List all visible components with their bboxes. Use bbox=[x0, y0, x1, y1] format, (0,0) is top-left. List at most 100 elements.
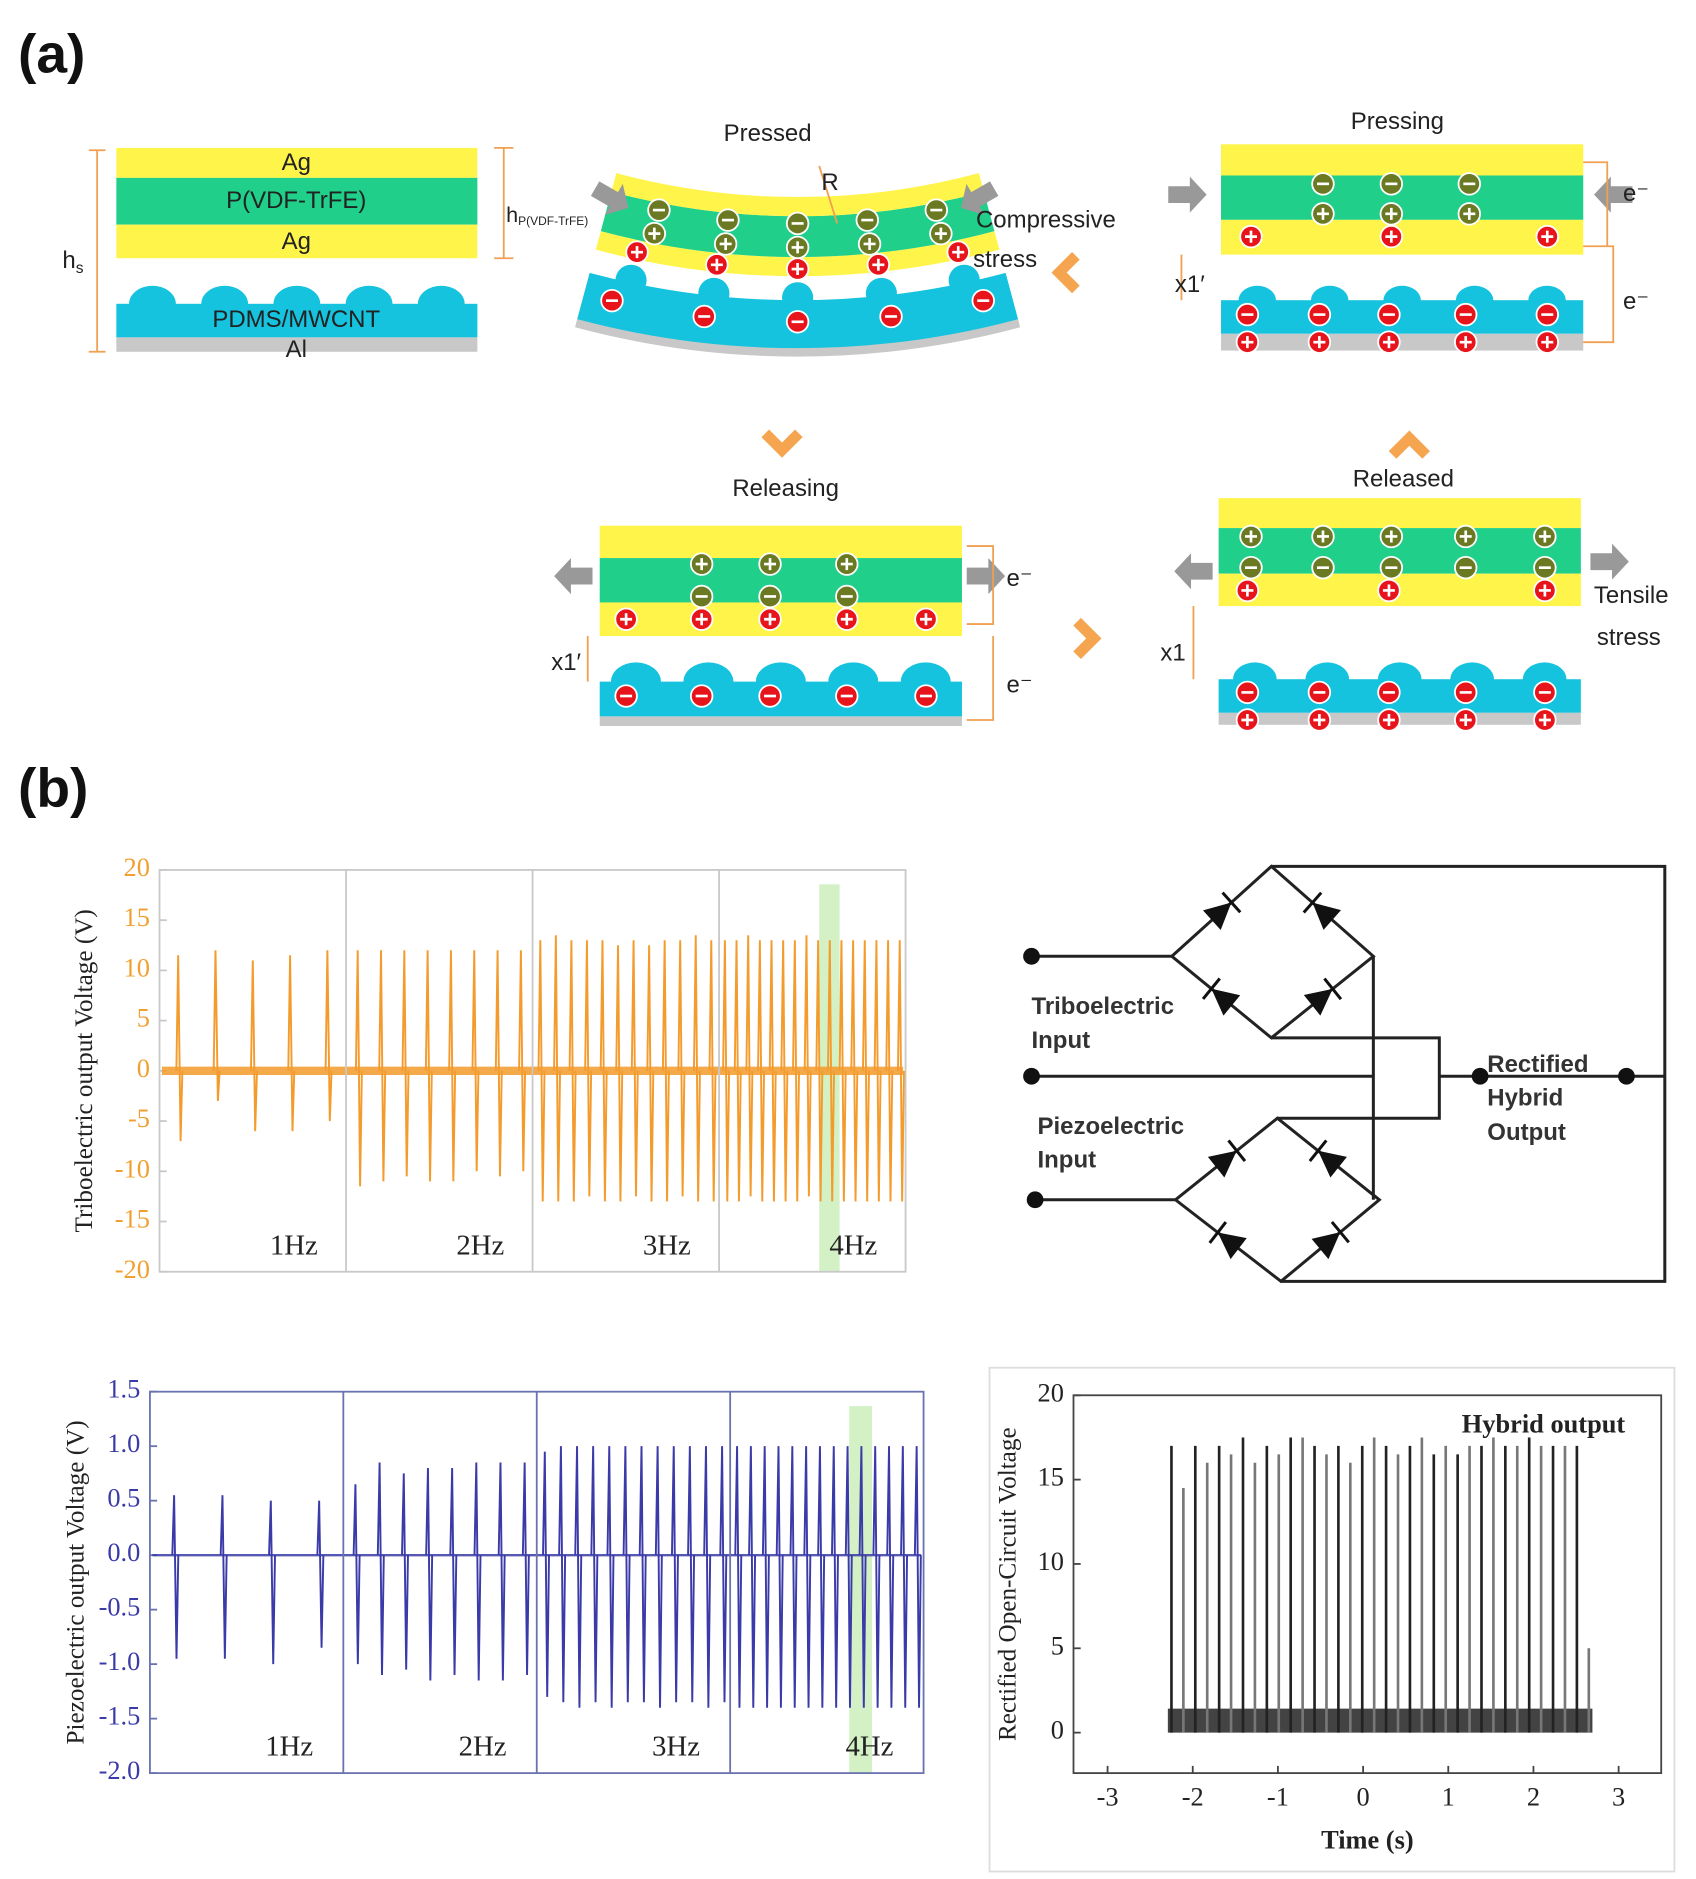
highlight bbox=[819, 884, 840, 1272]
charge-sign bbox=[1241, 584, 1254, 597]
y-tick-label: 20 bbox=[1038, 1377, 1064, 1407]
height-label: hs bbox=[62, 247, 83, 277]
charge-sign bbox=[1541, 336, 1554, 349]
al-layer bbox=[575, 318, 1021, 357]
voltage-spike bbox=[654, 1446, 663, 1708]
voltage-spike bbox=[521, 1462, 530, 1676]
diodes bbox=[1201, 891, 1350, 1260]
x-axis-label: Time (s) bbox=[1321, 1825, 1414, 1855]
voltage-spike bbox=[287, 955, 296, 1132]
electron-label: e⁻ bbox=[1623, 288, 1649, 315]
voltage-spike bbox=[171, 1495, 180, 1659]
voltage-spike bbox=[599, 940, 608, 1202]
voltage-spike bbox=[553, 935, 562, 1202]
force-arrow bbox=[1168, 176, 1207, 213]
ag-layer bbox=[611, 173, 984, 217]
bump bbox=[615, 264, 647, 296]
force-arrow bbox=[1590, 543, 1629, 580]
charge-sign bbox=[1245, 530, 1258, 543]
charge-sign bbox=[863, 237, 876, 250]
charge-sign bbox=[710, 258, 723, 271]
diode bbox=[1303, 988, 1333, 1016]
stress-label: stress bbox=[1597, 624, 1661, 651]
voltage-spike bbox=[542, 1451, 550, 1697]
highlight bbox=[849, 1406, 872, 1774]
voltage-spike bbox=[449, 1467, 458, 1676]
voltage-spike bbox=[677, 940, 686, 1197]
charge-sign bbox=[695, 613, 708, 626]
voltage-spike bbox=[250, 960, 258, 1132]
voltage-spike bbox=[733, 940, 742, 1202]
charge-sign bbox=[1245, 230, 1258, 243]
mechanism-diagram bbox=[88, 144, 1633, 732]
electron-label: e⁻ bbox=[1007, 672, 1033, 699]
voltage-spike bbox=[896, 940, 905, 1202]
annotation: Hybrid output bbox=[1462, 1409, 1626, 1439]
circuit-label: Input bbox=[1032, 1027, 1091, 1054]
force-arrow bbox=[966, 558, 1006, 595]
force-arrow bbox=[1594, 176, 1633, 213]
charge-sign bbox=[1463, 207, 1476, 220]
stage-title: Pressing bbox=[1351, 108, 1444, 135]
height-sub: s bbox=[76, 260, 84, 277]
voltage-spike bbox=[792, 940, 800, 1202]
voltage-spike bbox=[497, 1462, 506, 1681]
y-axis-label: Piezoelectric output Voltage (V) bbox=[63, 1420, 90, 1744]
layer-label: Ag bbox=[282, 149, 311, 176]
charge-sign bbox=[1385, 230, 1398, 243]
circuit-label: Input bbox=[1038, 1147, 1097, 1174]
x-tick-label: 3 bbox=[1612, 1782, 1625, 1812]
charge-sign bbox=[1382, 584, 1395, 597]
force-arrow bbox=[590, 181, 629, 216]
diode bbox=[1311, 1232, 1341, 1260]
charge-sign bbox=[1316, 207, 1329, 220]
y-tick-label: 1.5 bbox=[107, 1374, 140, 1404]
circuit bbox=[1023, 864, 1667, 1284]
diode-bar bbox=[1323, 977, 1343, 1001]
plot-frame bbox=[1072, 1394, 1663, 1775]
al-layer bbox=[599, 716, 962, 727]
charge-sign bbox=[695, 558, 708, 571]
y-axis-label: Rectified Open-Circuit Voltage bbox=[995, 1427, 1022, 1741]
voltage-spike bbox=[425, 1467, 434, 1681]
wire bbox=[1031, 864, 1667, 1283]
voltage-spike bbox=[670, 1446, 679, 1703]
voltage-spike bbox=[827, 940, 835, 1202]
gap-label: x1′ bbox=[551, 649, 581, 676]
voltage-spike bbox=[471, 950, 480, 1172]
voltage-spike bbox=[622, 1446, 631, 1703]
y-tick-label: 10 bbox=[1038, 1546, 1064, 1576]
voltage-spike bbox=[661, 940, 670, 1202]
voltage-spike bbox=[748, 1446, 757, 1708]
ag-layer bbox=[1218, 498, 1581, 529]
section-label: 1Hz bbox=[270, 1229, 318, 1261]
charge-sign bbox=[840, 558, 853, 571]
voltage-spike bbox=[703, 1446, 712, 1708]
voltage-spike bbox=[473, 1462, 482, 1681]
diode-bar bbox=[1227, 1139, 1247, 1162]
layer-label: P(VDF-TrFE) bbox=[226, 187, 366, 214]
charge-sign bbox=[620, 613, 633, 626]
voltage-spike bbox=[268, 1500, 276, 1665]
y-tick-label: -1.0 bbox=[99, 1646, 141, 1676]
stage-title: Releasing bbox=[732, 475, 839, 502]
bump bbox=[782, 282, 814, 314]
charge-sign bbox=[1538, 530, 1551, 543]
x-tick-label: -3 bbox=[1097, 1782, 1119, 1812]
voltage-spike bbox=[448, 950, 457, 1182]
voltage-spike bbox=[692, 935, 701, 1202]
circuit-label: Triboelectric bbox=[1032, 993, 1175, 1020]
dimension-line bbox=[966, 545, 995, 721]
voltage-spike bbox=[687, 1446, 696, 1703]
x-tick-label: -1 bbox=[1267, 1782, 1289, 1812]
y-tick-label: -10 bbox=[115, 1153, 150, 1183]
force-arrow bbox=[554, 558, 593, 595]
charge-sign bbox=[1459, 336, 1472, 349]
y-tick-label: 5 bbox=[1051, 1630, 1064, 1660]
bump bbox=[865, 277, 897, 310]
voltage-spike bbox=[175, 955, 184, 1142]
height-sub: P(VDF-TrFE) bbox=[518, 214, 588, 228]
voltage-spike bbox=[646, 945, 655, 1202]
voltage-spike bbox=[734, 1446, 743, 1708]
y-tick-label: 0.0 bbox=[107, 1537, 140, 1567]
